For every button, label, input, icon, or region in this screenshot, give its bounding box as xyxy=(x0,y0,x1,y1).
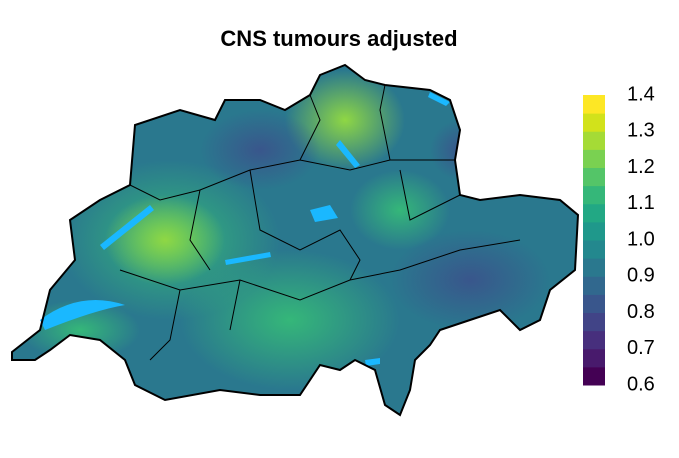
colorbar-step xyxy=(583,185,605,205)
tick-label: 0.7 xyxy=(627,337,655,359)
map-title: CNS tumours adjusted xyxy=(220,26,457,51)
tick-label: 0.8 xyxy=(627,301,655,323)
canton-borders xyxy=(119,84,521,361)
colorbar-step xyxy=(583,240,605,259)
colorbar-step xyxy=(583,221,605,241)
colorbar-step xyxy=(583,330,605,350)
colorbar-step xyxy=(583,312,605,332)
colorbar-step xyxy=(583,294,605,313)
tick-label: 1.0 xyxy=(627,228,655,250)
colorbar-step xyxy=(583,113,605,132)
tick-label: 1.4 xyxy=(627,83,655,105)
tick-label: 1.3 xyxy=(627,120,655,142)
colorbar-step xyxy=(583,348,605,368)
tick-label: 0.9 xyxy=(627,265,655,287)
colorbar-step xyxy=(583,95,605,114)
tick-label: 1.1 xyxy=(627,192,655,214)
legend: 0.6 0.7 0.8 0.9 1.0 1.1 1.2 1.3 1.4 xyxy=(583,83,655,395)
colorbar-step xyxy=(583,167,605,187)
country-border xyxy=(11,63,580,417)
colorbar-step xyxy=(583,203,605,223)
map-surface xyxy=(12,65,578,415)
tick-label: 1.2 xyxy=(627,156,655,178)
colorbar-step xyxy=(583,258,605,277)
colorbar-step xyxy=(583,276,605,295)
tick-label: 0.6 xyxy=(627,373,655,395)
colorbar-step xyxy=(583,131,605,150)
colorbar-step xyxy=(583,149,605,168)
colorbar-step xyxy=(583,366,605,386)
lakes xyxy=(40,92,450,366)
